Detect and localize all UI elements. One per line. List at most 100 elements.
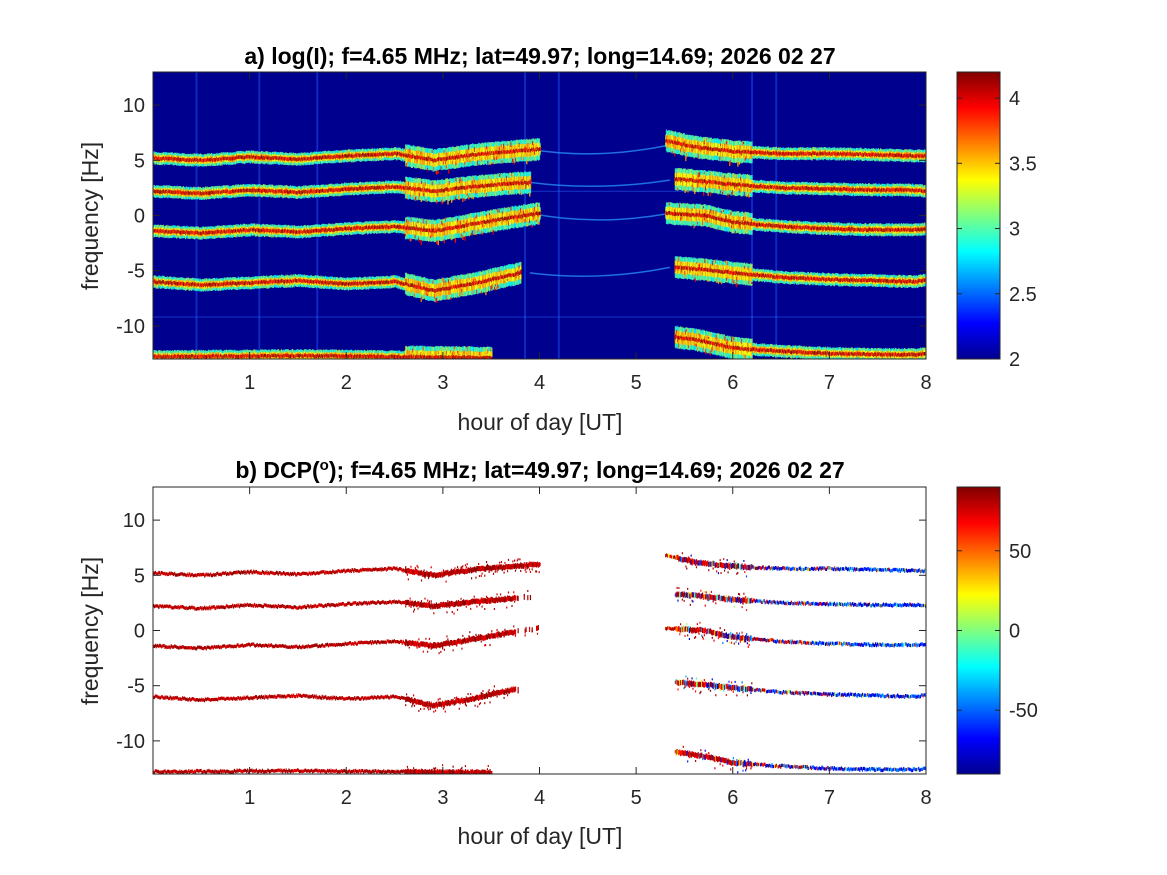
trace-speckle <box>496 156 498 160</box>
trace-core <box>163 189 165 193</box>
trace-core <box>189 158 191 162</box>
trace-core <box>367 225 370 230</box>
trace-core <box>520 181 523 186</box>
trace-core <box>430 189 432 194</box>
trace-speckle <box>431 233 434 237</box>
trace-core <box>287 190 289 194</box>
trace-core <box>535 147 537 152</box>
trace-core <box>334 154 336 159</box>
trace-speckle <box>456 218 459 222</box>
trace-core <box>236 155 239 160</box>
trace-core <box>463 153 465 158</box>
trace-speckle <box>404 179 407 183</box>
trace-core <box>160 156 162 161</box>
trace-core <box>505 216 507 221</box>
trace-core <box>503 149 505 154</box>
trace-core <box>302 190 304 195</box>
trace-core <box>205 158 207 162</box>
trace-core <box>407 186 409 190</box>
trace-speckle <box>497 209 499 213</box>
trace-core <box>215 190 217 194</box>
trace-core <box>532 213 534 217</box>
trace-core <box>294 189 296 194</box>
trace-core <box>413 226 416 231</box>
trace-core <box>183 157 185 161</box>
trace-core <box>377 185 379 189</box>
trace-speckle <box>529 192 531 197</box>
trace-core <box>323 228 326 233</box>
trace-core <box>500 183 502 187</box>
trace-core <box>225 230 227 235</box>
trace-core <box>364 152 367 157</box>
trace-core <box>488 183 490 187</box>
trace-core <box>216 190 219 194</box>
trace-core <box>344 226 346 231</box>
trace-speckle <box>515 150 518 153</box>
trace-core <box>318 189 321 194</box>
trace-core <box>242 155 244 160</box>
trace-core <box>361 187 363 191</box>
trace-core <box>529 180 532 185</box>
trace-speckle <box>477 230 479 234</box>
trace-core <box>404 185 407 190</box>
trace-core <box>184 158 186 162</box>
trace-core <box>403 186 405 190</box>
trace-core <box>395 185 397 190</box>
trace-core <box>438 227 440 232</box>
trace-speckle <box>410 194 412 198</box>
trace-core <box>420 188 422 192</box>
trace-core <box>265 189 267 193</box>
faint-bridge-trace <box>529 179 671 188</box>
trace-core <box>370 153 373 158</box>
trace-core <box>178 190 180 194</box>
trace-core <box>527 212 529 217</box>
trace-core <box>187 230 190 235</box>
trace-speckle <box>458 195 460 201</box>
trace-core <box>312 229 314 233</box>
trace-speckle <box>442 198 444 203</box>
trace-core <box>488 152 490 156</box>
trace-core <box>219 230 222 234</box>
trace-core <box>527 180 529 185</box>
trace-core <box>237 155 240 160</box>
trace-core <box>326 155 328 160</box>
trace-core <box>381 185 383 190</box>
interference-line <box>557 72 560 359</box>
trace-core <box>290 190 292 194</box>
trace-core <box>213 191 216 195</box>
trace-core <box>500 150 502 155</box>
trace-core <box>263 155 265 160</box>
trace-core <box>244 155 246 160</box>
trace-core <box>286 189 288 193</box>
trace-core <box>177 229 179 234</box>
trace-core <box>281 229 283 234</box>
trace-core <box>471 222 473 226</box>
trace-core <box>478 151 480 156</box>
trace-core <box>451 188 453 192</box>
trace-core <box>173 157 176 161</box>
trace-core <box>509 181 512 186</box>
trace-core <box>303 156 306 161</box>
trace-core <box>425 188 428 192</box>
trace-core <box>260 155 263 159</box>
trace-core <box>199 191 202 195</box>
trace-core <box>454 225 457 230</box>
trace-core <box>517 148 520 153</box>
trace-core <box>202 230 204 235</box>
trace-core <box>539 147 541 151</box>
trace-core <box>531 212 533 216</box>
trace-core <box>439 188 441 193</box>
trace-core <box>303 156 305 161</box>
trace-speckle <box>504 220 506 223</box>
trace-core <box>499 218 501 222</box>
trace-core <box>530 148 532 153</box>
trace-core <box>310 155 312 160</box>
trace-core <box>198 158 200 163</box>
trace-core <box>255 189 257 193</box>
trace-core <box>476 153 478 157</box>
trace-core <box>429 157 431 162</box>
trace-core <box>310 229 312 233</box>
trace-core <box>293 157 295 162</box>
trace-core <box>255 228 257 233</box>
trace-core <box>391 185 393 189</box>
